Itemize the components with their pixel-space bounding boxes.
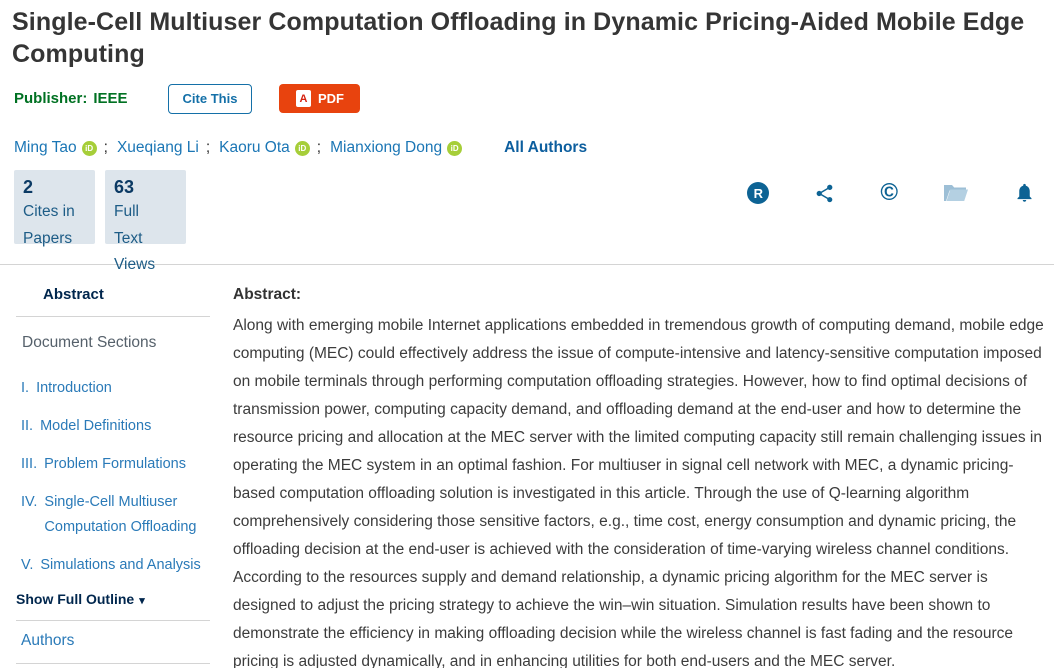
sidebar-divider xyxy=(16,316,210,317)
article-header: Single-Cell Multiuser Computation Offloa… xyxy=(0,0,1054,157)
sidebar-section-simulations-analysis[interactable]: V. Simulations and Analysis xyxy=(21,557,201,573)
action-icon-row: R © xyxy=(747,179,1042,206)
author-separator: ; xyxy=(103,139,108,156)
sidebar-section-introduction[interactable]: I. Introduction xyxy=(21,380,112,396)
article-title: Single-Cell Multiuser Computation Offloa… xyxy=(12,8,1025,68)
save-to-project-folder-icon[interactable] xyxy=(943,182,969,204)
publisher: Publisher: IEEE xyxy=(14,90,128,107)
sidebar-section-problem-formulations[interactable]: III. Problem Formulations xyxy=(21,456,186,472)
alerts-bell-icon[interactable] xyxy=(1014,182,1035,204)
document-sections-label: Document Sections xyxy=(22,334,157,351)
author-link-mianxiong-dong[interactable]: Mianxiong Dong xyxy=(330,139,443,156)
show-full-outline-button[interactable]: Show Full Outline ▾ xyxy=(16,591,145,607)
header-divider xyxy=(0,264,1054,265)
author-link-xueqiang-li[interactable]: Xueqiang Li xyxy=(116,139,199,156)
author-link-ming-tao[interactable]: Ming Tao xyxy=(14,139,77,156)
cites-in-papers-metric[interactable]: 2 Cites in Papers xyxy=(14,170,95,247)
sidebar-divider xyxy=(16,663,210,664)
abstract-text: Along with emerging mobile Internet appl… xyxy=(233,317,1044,668)
sidebar-item-abstract[interactable]: Abstract xyxy=(43,286,104,303)
views-label: Full Text Views xyxy=(114,203,156,273)
sidebar-divider xyxy=(16,620,210,621)
abstract-panel: Abstract: Along with emerging mobile Int… xyxy=(233,265,1045,668)
author-separator: ; xyxy=(316,139,322,156)
author-separator: ; xyxy=(205,139,211,156)
sidebar-section-single-cell-offloading[interactable]: IV. Single-Cell Multiuser Computation Of… xyxy=(21,494,197,535)
document-sections-list: I. Introduction II. Model Definitions II… xyxy=(21,376,219,578)
views-count: 63 xyxy=(114,177,135,197)
caret-down-icon: ▾ xyxy=(139,595,145,607)
metrics-row: 2 Cites in Papers 63 Full Text Views R © xyxy=(14,170,1042,273)
pdf-button[interactable]: A PDF xyxy=(279,84,361,113)
full-text-views-metric[interactable]: 63 Full Text Views xyxy=(105,170,186,273)
author-link-kaoru-ota[interactable]: Kaoru Ota xyxy=(219,139,290,156)
orcid-icon[interactable]: iD xyxy=(447,140,463,156)
copyright-icon[interactable]: © xyxy=(880,179,898,206)
cites-label: Cites in Papers xyxy=(23,203,75,247)
sidebar-section-model-definitions[interactable]: II. Model Definitions xyxy=(21,418,152,434)
sidebar-item-authors[interactable]: Authors xyxy=(21,632,75,649)
cite-this-button[interactable]: Cite This xyxy=(167,83,253,114)
sidebar: Abstract Document Sections I. Introducti… xyxy=(0,265,219,668)
pdf-file-icon: A xyxy=(295,90,311,107)
pdf-button-label: PDF xyxy=(317,91,344,106)
registered-trademark-icon[interactable]: R xyxy=(747,182,770,204)
authors-row: Ming Tao iD ; Xueqiang Li ; Kaoru Ota iD… xyxy=(14,139,1042,157)
abstract-heading: Abstract: xyxy=(233,286,302,303)
publisher-label: Publisher: xyxy=(14,90,88,107)
all-authors-link[interactable]: All Authors xyxy=(504,139,588,156)
orcid-icon[interactable]: iD xyxy=(294,140,310,156)
cites-count: 2 xyxy=(23,177,34,197)
publisher-value: IEEE xyxy=(93,90,128,107)
publisher-row: Publisher: IEEE Cite This A PDF xyxy=(12,83,1042,114)
orcid-icon[interactable]: iD xyxy=(81,140,97,156)
content-area: Abstract Document Sections I. Introducti… xyxy=(0,265,1054,668)
share-icon[interactable] xyxy=(814,183,835,204)
